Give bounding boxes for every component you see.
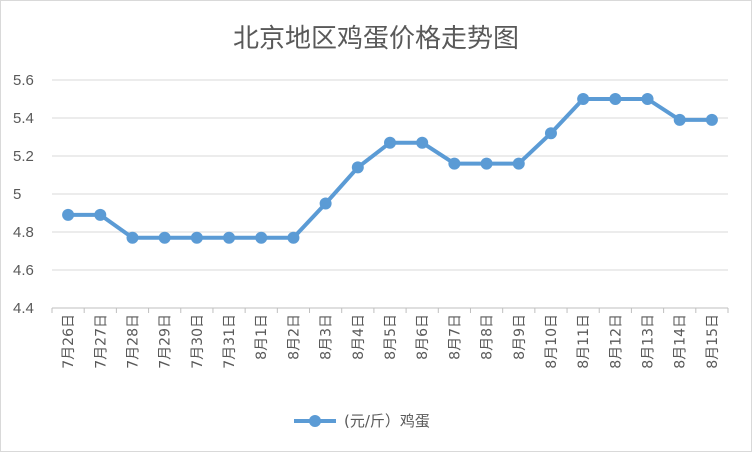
grid-layer: [51, 79, 729, 313]
data-point: [480, 157, 493, 170]
data-point: [512, 157, 525, 170]
x-tick-label: 8月15日: [705, 314, 721, 369]
x-tick-label: 8月9日: [512, 314, 528, 360]
x-tick-label: 8月2日: [286, 314, 302, 360]
legend-marker: [309, 415, 321, 427]
x-axis-ticks: 7月26日 7月27日 7月28日 7月29日 7月30日 7月31日 8月1日 8月2日 8月…: [61, 314, 721, 369]
y-tick-label: 4.4: [13, 300, 34, 317]
x-tick-label: 8月8日: [480, 314, 496, 360]
data-point: [158, 231, 171, 244]
data-point: [705, 113, 718, 126]
y-axis-ticks: 4.4 4.6 4.8 5 5.2 5.4 5.6: [13, 72, 34, 317]
data-point: [641, 93, 654, 105]
x-tick-label: 7月28日: [125, 314, 141, 369]
data-point: [62, 208, 75, 221]
x-tick-label: 8月4日: [351, 314, 367, 360]
series-layer: [62, 93, 718, 244]
x-tick-label: 8月14日: [673, 314, 689, 369]
x-tick-label: 8月12日: [608, 314, 624, 369]
data-point: [544, 127, 557, 140]
x-tick-label: 8月5日: [383, 314, 399, 360]
data-point: [577, 93, 590, 105]
y-tick-label: 4.6: [13, 262, 34, 279]
y-tick-label: 5.6: [13, 72, 34, 89]
data-point: [448, 157, 461, 170]
data-point: [319, 197, 332, 210]
data-point: [190, 231, 203, 244]
data-point: [94, 208, 107, 221]
x-tick-label: 7月31日: [222, 314, 238, 369]
x-tick-label: 7月29日: [158, 314, 174, 369]
y-tick-label: 4.8: [13, 224, 34, 241]
data-point: [609, 93, 622, 105]
x-tick-label: 8月3日: [319, 314, 335, 360]
x-tick-label: 7月27日: [93, 314, 109, 369]
data-point: [384, 136, 396, 149]
x-tick-label: 8月7日: [447, 314, 463, 360]
data-point: [351, 161, 364, 174]
x-tick-label: 8月11日: [576, 314, 592, 369]
data-point: [255, 231, 268, 244]
y-tick-label: 5: [13, 186, 21, 203]
x-tick-label: 8月10日: [544, 314, 560, 369]
data-point: [673, 113, 686, 126]
x-tick-label: 7月30日: [190, 314, 206, 369]
data-point: [223, 231, 236, 244]
data-point: [126, 231, 139, 244]
series-line: [66, 97, 714, 240]
chart-title: 北京地区鸡蛋价格走势图: [233, 24, 519, 54]
x-tick-label: 8月1日: [254, 314, 270, 360]
legend: (元/斤）鸡蛋: [294, 412, 430, 430]
data-point: [287, 231, 300, 244]
x-tick-label: 8月13日: [641, 314, 657, 369]
x-tick-label: 7月26日: [61, 314, 77, 369]
y-tick-label: 5.4: [13, 110, 34, 127]
data-point: [416, 136, 429, 149]
y-tick-label: 5.2: [13, 148, 34, 165]
legend-label: (元/斤）鸡蛋: [344, 412, 430, 430]
x-tick-label: 8月6日: [415, 314, 431, 360]
